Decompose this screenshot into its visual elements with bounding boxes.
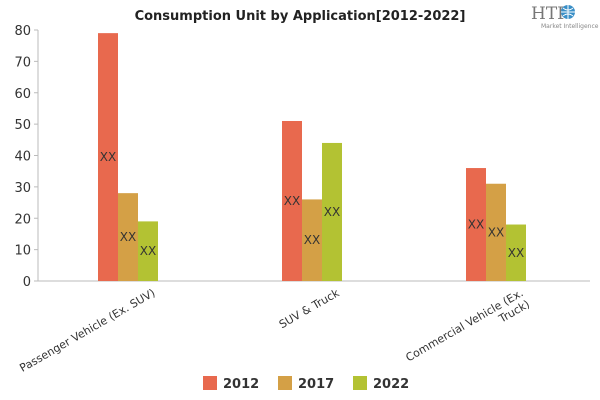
legend-swatch (278, 376, 292, 390)
y-tick-label: 0 (23, 275, 31, 290)
data-label: XX (304, 233, 320, 247)
bar (506, 224, 526, 281)
data-label: XX (488, 225, 504, 239)
data-label: XX (120, 230, 136, 244)
bar (282, 120, 302, 281)
legend: 2012 2017 2022 (203, 376, 409, 392)
category-label-line: SUV & Truck (277, 286, 342, 331)
chart-title: Consumption Unit by Application[2012-202… (135, 9, 466, 24)
data-label: XX (468, 218, 484, 232)
legend-label: 2017 (298, 377, 334, 392)
data-label: XX (508, 246, 524, 260)
category-label-line: Commercial Vehicle (Ex. (403, 286, 525, 364)
legend-swatch (203, 376, 217, 390)
bar (486, 183, 506, 281)
logo-text: HTF (531, 4, 569, 24)
y-tick-label: 60 (14, 87, 31, 102)
bar (302, 199, 322, 281)
y-tick-label: 10 (14, 244, 31, 259)
y-tick-label: 70 (14, 55, 31, 70)
logo-subtitle: Market Intelligence (541, 23, 599, 30)
y-tick-label: 20 (14, 212, 31, 227)
data-label: XX (324, 205, 340, 219)
y-tick-label: 80 (14, 24, 31, 39)
category-labels: Passenger Vehicle (Ex. SUV) SUV & Truck Co… (17, 286, 532, 375)
data-label: XX (140, 244, 156, 258)
category-label: Commercial Vehicle (Ex.Truck) (403, 286, 532, 375)
y-tick-label: 40 (14, 150, 31, 165)
globe-icon (561, 5, 575, 19)
data-label: XX (100, 150, 116, 164)
data-label: XX (284, 194, 300, 208)
category-label-line: Passenger Vehicle (Ex. SUV) (17, 286, 157, 374)
legend-label: 2022 (373, 377, 409, 392)
bars: XX XX XX XX XX XX XX XX XX (98, 33, 526, 282)
y-tick-label: 30 (14, 181, 31, 196)
bar (138, 221, 158, 281)
bar (118, 193, 138, 281)
legend-swatch (353, 376, 367, 390)
legend-label: 2012 (223, 377, 259, 392)
y-tick-label: 50 (14, 118, 31, 133)
bar (98, 33, 118, 282)
bar (322, 142, 342, 281)
category-label: SUV & Truck (277, 286, 342, 331)
bar (466, 168, 486, 281)
htf-logo: HTF Market Intelligence (531, 4, 599, 30)
category-label: Passenger Vehicle (Ex. SUV) (17, 286, 157, 374)
